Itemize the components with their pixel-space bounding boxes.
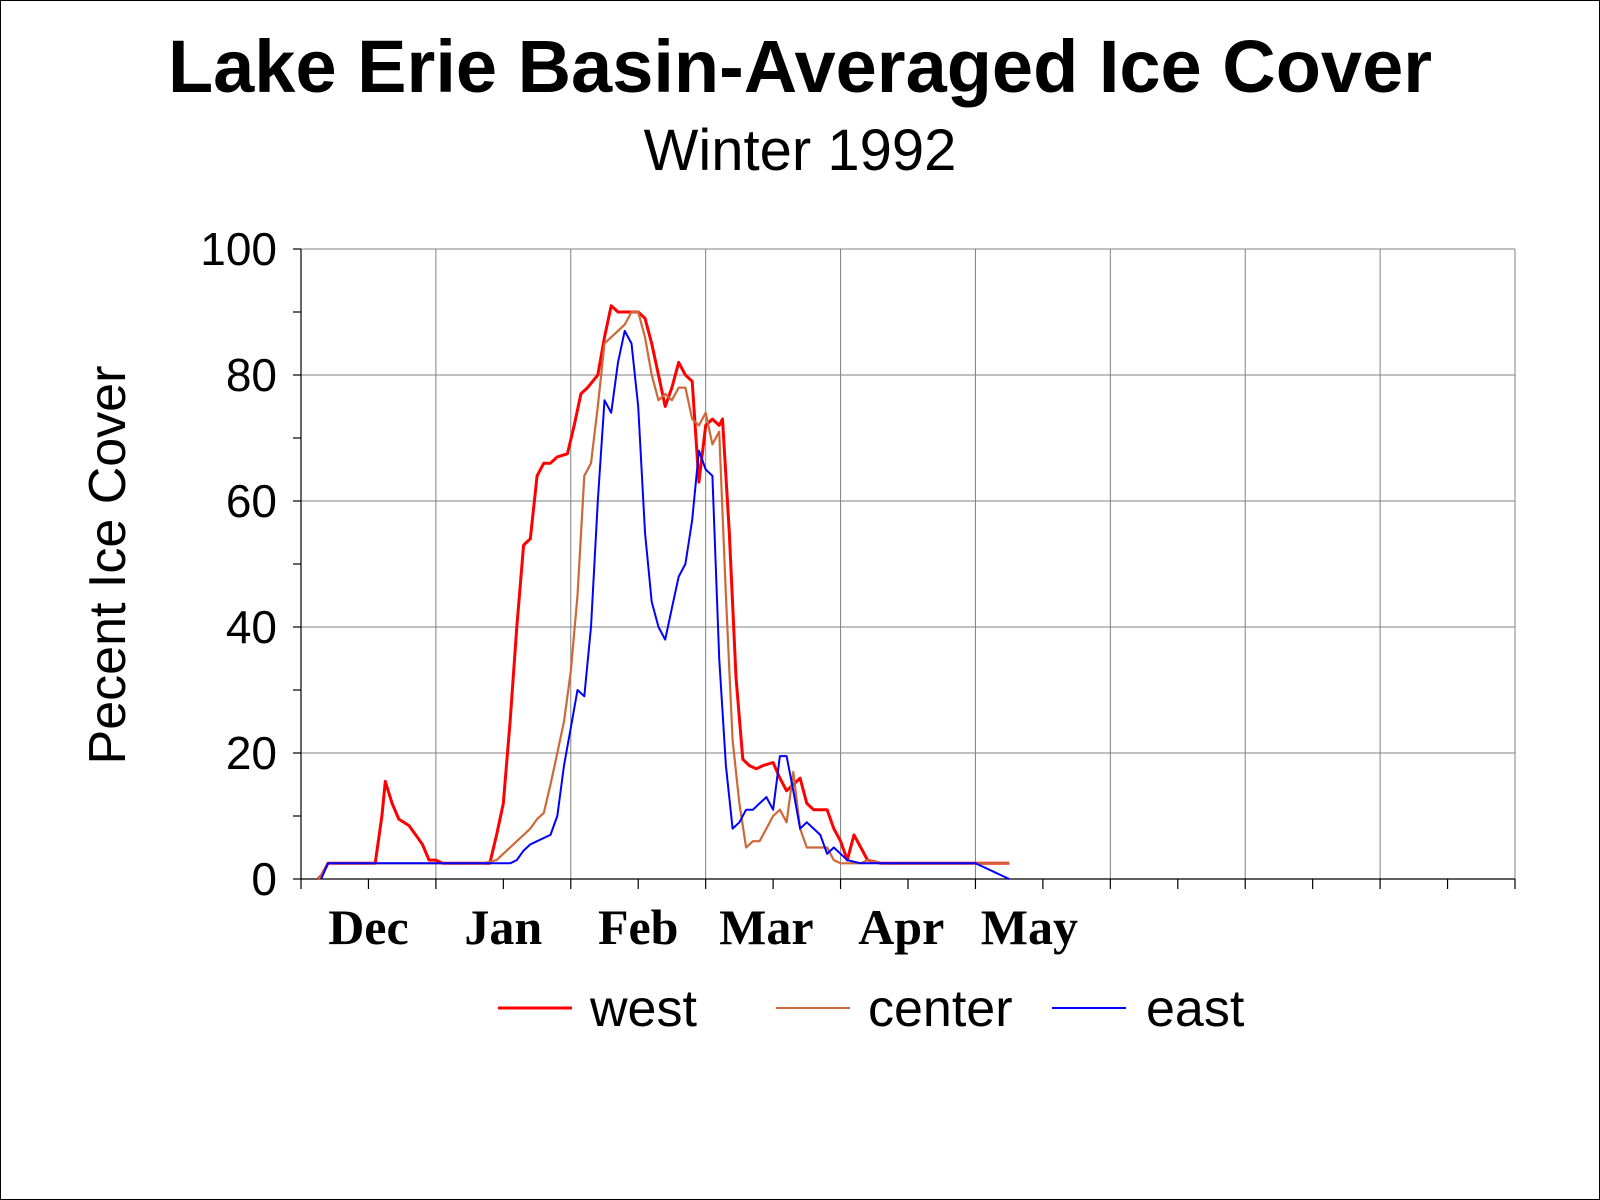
legend: west center east bbox=[498, 980, 1245, 1038]
x-tick-label: Jan bbox=[464, 899, 542, 955]
chart-title: Lake Erie Basin-Averaged Ice Cover bbox=[168, 25, 1432, 108]
x-tick-label: Feb bbox=[598, 899, 679, 955]
y-tick-label: 60 bbox=[226, 475, 277, 527]
series-line-east bbox=[320, 329, 1010, 880]
x-tick-label: Apr bbox=[858, 899, 944, 955]
series-lines bbox=[316, 304, 1010, 881]
y-tick-label: 40 bbox=[226, 601, 277, 653]
y-tick-label: 80 bbox=[226, 349, 277, 401]
series-line-west bbox=[316, 304, 1010, 881]
chart-subtitle: Winter 1992 bbox=[644, 118, 957, 183]
y-tick-label: 0 bbox=[251, 853, 277, 905]
grid-lines bbox=[301, 248, 1516, 879]
x-tick-label: Mar bbox=[719, 899, 813, 955]
series-line-center bbox=[317, 310, 1010, 880]
axes bbox=[293, 248, 1516, 889]
x-tick-label: May bbox=[981, 899, 1078, 955]
y-tick-label: 20 bbox=[226, 727, 277, 779]
x-tick-label: Dec bbox=[328, 899, 409, 955]
y-axis-label: Pecent Ice Cover bbox=[79, 366, 137, 765]
legend-label-west: west bbox=[589, 980, 697, 1038]
y-tick-labels: 0 20 40 60 80 100 bbox=[200, 223, 277, 905]
legend-label-east: east bbox=[1146, 980, 1245, 1038]
legend-label-center: center bbox=[868, 980, 1013, 1038]
y-tick-label: 100 bbox=[200, 223, 277, 275]
x-tick-labels: Dec Jan Feb Mar Apr May bbox=[328, 899, 1078, 955]
